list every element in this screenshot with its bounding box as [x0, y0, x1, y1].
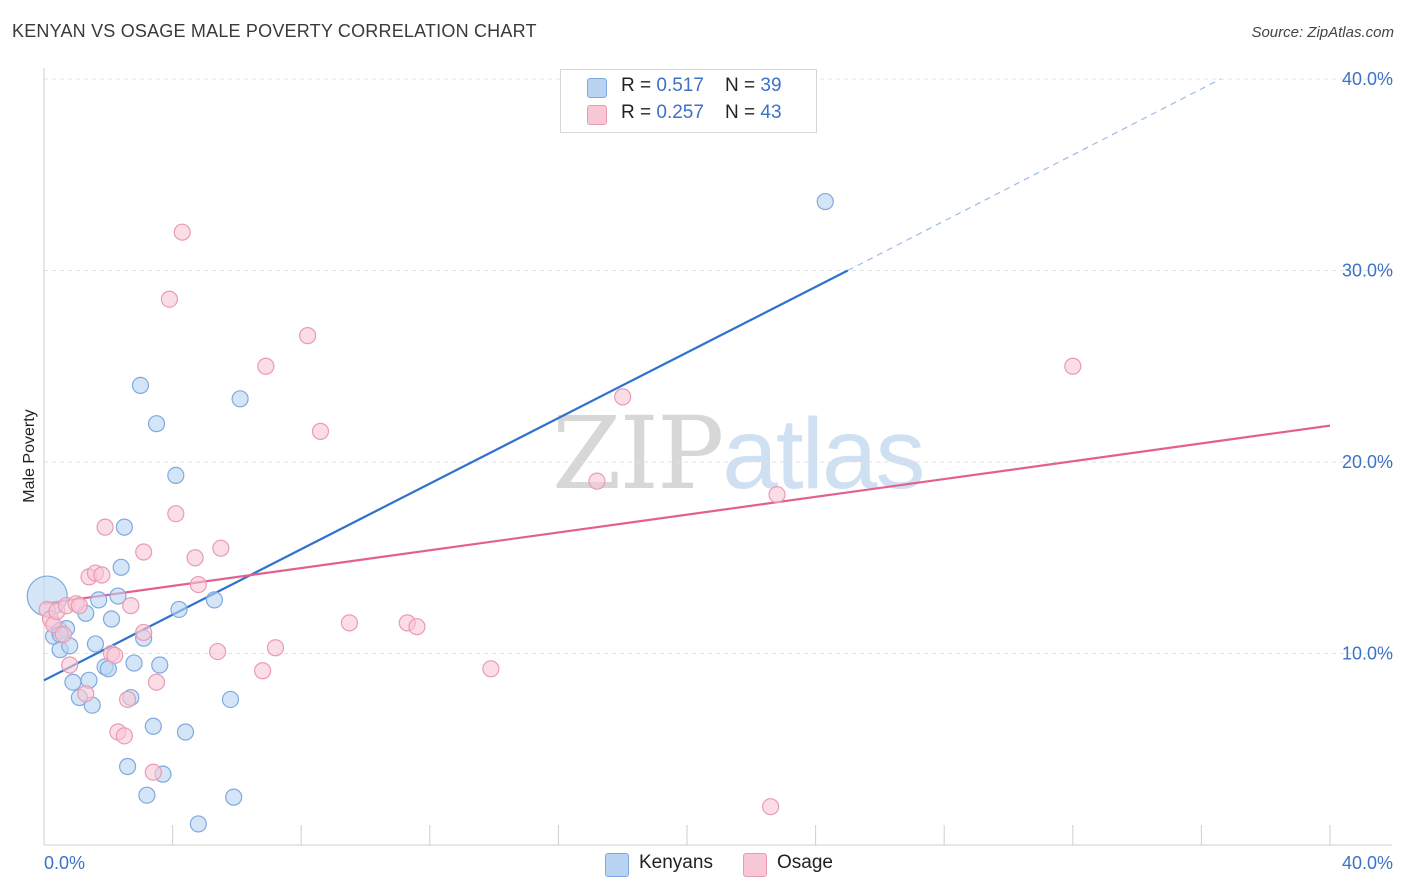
osage-point	[122, 597, 140, 615]
osage-point	[482, 660, 500, 678]
osage-point	[588, 472, 606, 490]
kenyans-swatch	[587, 78, 607, 98]
osage-point	[1064, 357, 1082, 375]
kenyans-point	[189, 815, 207, 833]
kenyans-point	[90, 591, 108, 609]
kenyans-point	[147, 415, 166, 433]
osage-point	[761, 798, 780, 816]
osage-point	[147, 673, 166, 691]
y-axis-label: Male Poverty	[21, 409, 38, 502]
osage-point	[189, 575, 207, 594]
osage-point	[135, 543, 153, 561]
osage-point	[408, 618, 426, 636]
osage-point	[254, 662, 272, 680]
kenyans-point	[131, 376, 150, 394]
data-points	[26, 192, 1082, 833]
osage-point	[340, 614, 359, 632]
legend-n-label: N =	[725, 102, 761, 123]
osage-point	[209, 642, 227, 661]
kenyans-point	[144, 717, 162, 735]
kenyans-point	[170, 600, 188, 619]
osage-point	[96, 518, 114, 536]
kenyans-point	[167, 466, 185, 485]
source-label: Source: ZipAtlas.com	[1251, 24, 1394, 41]
osage-point	[167, 505, 185, 523]
legend-text-osage: R = 0.257 N = 43	[621, 102, 782, 124]
kenyans-point	[176, 723, 195, 741]
legend-n-value: 43	[760, 102, 782, 123]
grid-lines	[44, 78, 1392, 654]
osage-point	[61, 656, 79, 674]
y-tick-label: 30.0%	[1342, 261, 1393, 281]
osage-point	[768, 485, 786, 504]
osage-point	[115, 727, 133, 745]
osage-point	[160, 290, 178, 308]
kenyans-legend-label: Kenyans	[639, 852, 713, 873]
kenyans-point	[86, 635, 105, 653]
trend-lines	[43, 78, 1331, 682]
osage-point	[144, 763, 162, 781]
osage-swatch	[587, 105, 607, 125]
y-tick-label: 20.0%	[1342, 452, 1393, 472]
osage-point	[173, 223, 191, 241]
watermark: ZIPatlas	[552, 395, 926, 512]
osage-legend-swatch	[743, 853, 767, 877]
kenyans-point	[115, 518, 133, 536]
kenyans-point	[816, 192, 834, 211]
osage-point	[257, 357, 275, 375]
osage-trend-line	[43, 424, 1331, 605]
legend-n-value: 39	[760, 75, 782, 96]
axes	[43, 68, 1392, 846]
legend-r-label: R =	[621, 102, 657, 123]
osage-point	[135, 623, 153, 642]
kenyans-point	[205, 591, 223, 609]
y-tick-label: 40.0%	[1342, 69, 1393, 89]
kenyans-point	[64, 673, 82, 691]
osage-point	[299, 327, 317, 345]
kenyans-point	[118, 757, 137, 776]
kenyans-point	[125, 654, 143, 672]
kenyans-point	[231, 390, 249, 408]
legend-n-label: N =	[725, 75, 761, 96]
osage-point	[106, 646, 124, 665]
kenyans-trend-extension	[847, 78, 1221, 272]
osage-legend-label: Osage	[777, 852, 833, 873]
osage-point	[311, 422, 330, 440]
correlation-legend: R = 0.517 N = 39 R = 0.257 N = 43	[560, 69, 817, 133]
osage-point	[70, 597, 88, 615]
kenyans-trend-line	[43, 269, 849, 682]
kenyans-point	[109, 587, 127, 605]
y-tick-label: 10.0%	[1342, 644, 1393, 664]
osage-point	[212, 539, 230, 557]
osage-point	[614, 388, 632, 406]
osage-point	[93, 566, 111, 584]
watermark-zip: ZIP	[552, 395, 724, 512]
kenyans-point	[102, 610, 121, 628]
chart-title: KENYAN VS OSAGE MALE POVERTY CORRELATION…	[12, 21, 537, 41]
kenyans-legend-swatch	[605, 853, 629, 877]
legend-r-value: 0.257	[656, 102, 704, 123]
kenyans-point	[151, 656, 169, 674]
x-tick-label: 0.0%	[44, 853, 85, 873]
osage-point	[118, 690, 137, 709]
osage-point	[186, 549, 204, 567]
kenyans-point	[225, 788, 243, 806]
watermark-atlas: atlas	[722, 398, 925, 510]
kenyans-point	[138, 786, 156, 804]
legend-r-label: R =	[621, 75, 657, 96]
x-tick-label: 40.0%	[1342, 853, 1393, 873]
kenyans-point	[221, 690, 240, 709]
kenyans-point	[112, 558, 130, 576]
legend-text-kenyans: R = 0.517 N = 39	[621, 75, 782, 97]
osage-point	[54, 625, 72, 643]
axis-labels: 10.0% 20.0% 30.0% 40.0% 0.0% 40.0% Male Povert…	[21, 69, 1393, 873]
legend-r-value: 0.517	[656, 75, 704, 96]
osage-point	[266, 639, 285, 657]
osage-point	[77, 685, 95, 703]
